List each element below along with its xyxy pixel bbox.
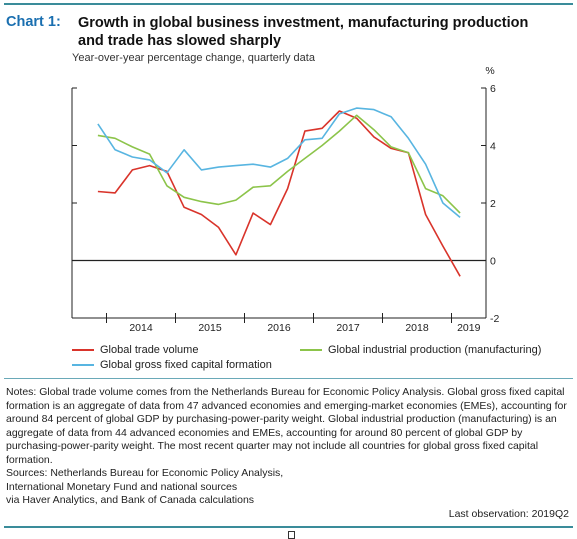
legend-item-gfcf: Global gross fixed capital formation [72,359,272,371]
x-tick-label: 2015 [198,322,222,334]
x-tick-label: 2018 [405,322,429,334]
notes-separator [4,378,573,379]
bottom-rule [4,526,573,528]
line-chart: % -2 0 2 4 6 2014 2015 2016 2017 2018 2019 [71,65,499,334]
x-tick-label: 2017 [336,322,360,334]
y-tick-label: 4 [490,141,496,153]
sources-line-3: via Haver Analytics, and Bank of Canada … [6,494,255,507]
chart-title-line1: Growth in global business investment, ma… [78,15,529,31]
legend-label-gfcf: Global gross fixed capital formation [100,359,272,371]
chart-header: Chart 1: Growth in global business inves… [6,14,566,50]
legend-item-industrial: Global industrial production (manufactur… [300,344,541,356]
legend-swatch-trade [72,349,94,351]
top-rule [4,3,573,5]
series-line-industrial [97,114,461,214]
y-tick-label: 0 [490,256,496,268]
chart-title-line2: and trade has slowed sharply [78,33,282,49]
sources-line-2: International Monetary Fund and national… [6,480,238,493]
y-tick-label: 6 [490,83,496,95]
y-tick-label: -2 [490,313,499,325]
chart-notes: Notes: Global trade volume comes from th… [6,386,567,466]
x-tick-label: 2019 [457,322,481,334]
chart-number: Chart 1: [6,14,61,30]
legend-item-trade: Global trade volume [72,344,198,356]
legend-label-trade: Global trade volume [100,344,199,356]
y-unit-label: % [485,65,494,77]
legend-swatch-gfcf [72,364,94,366]
chart-title: Growth in global business investment, ma… [78,14,528,50]
y-tick-label: 2 [490,198,496,210]
plot-area: % -2 0 2 4 6 2014 2015 2016 2017 2018 2019 [71,65,499,334]
sources-line-1: Sources: Netherlands Bureau for Economic… [6,467,284,479]
legend-swatch-industrial [300,349,322,351]
chart-sources: Sources: Netherlands Bureau for Economic… [6,467,283,508]
chart-subtitle: Year-over-year percentage change, quarte… [72,52,315,64]
last-observation: Last observation: 2019Q2 [448,508,569,520]
series-line-gfcf [97,107,461,219]
x-tick-label: 2016 [267,322,291,334]
legend-label-industrial: Global industrial production (manufactur… [328,344,542,356]
x-tick-label: 2014 [129,322,153,334]
